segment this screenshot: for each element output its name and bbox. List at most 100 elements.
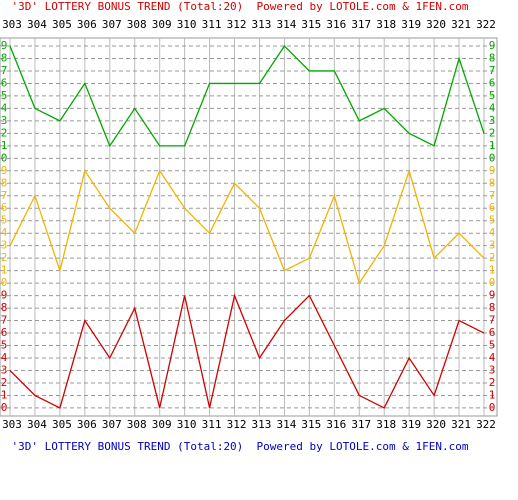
y-tick-label: 2 [489,251,496,264]
y-tick-label: 8 [489,51,496,64]
y-tick-label: 8 [489,301,496,314]
y-tick-label: 3 [489,239,496,252]
y-tick-label: 6 [489,76,496,89]
y-tick-label: 9 [489,39,496,52]
x-tick-label: 314 [276,418,296,431]
y-tick-label: 7 [1,64,8,77]
chart-title: '3D' LOTTERY BONUS TREND (Total:20) Powe… [12,0,469,13]
x-tick-label: 312 [227,18,247,31]
y-tick-label: 8 [1,51,8,64]
x-tick-label: 315 [301,418,321,431]
y-tick-label: 6 [1,326,8,339]
y-tick-label: 0 [1,151,8,164]
x-tick-label: 306 [77,18,97,31]
x-tick-label: 318 [376,418,396,431]
x-tick-label: 305 [52,18,72,31]
y-tick-label: 5 [1,214,8,227]
x-tick-label: 303 [2,418,22,431]
y-tick-label: 1 [489,388,496,401]
y-tick-label: 3 [489,363,496,376]
x-tick-label: 303 [2,18,22,31]
y-tick-label: 2 [1,376,8,389]
x-tick-label: 320 [426,418,446,431]
y-tick-label: 2 [489,126,496,139]
y-tick-label: 1 [489,264,496,277]
y-tick-label: 8 [1,176,8,189]
y-tick-label: 6 [489,201,496,214]
x-tick-label: 310 [177,418,197,431]
x-tick-label: 309 [152,18,172,31]
y-tick-label: 6 [489,326,496,339]
x-tick-label: 321 [451,418,471,431]
y-tick-label: 7 [1,314,8,327]
x-tick-label: 320 [426,18,446,31]
y-tick-label: 3 [489,114,496,127]
x-tick-label: 314 [276,18,296,31]
y-tick-label: 9 [1,289,8,302]
x-tick-label: 322 [476,418,496,431]
plot-border [0,37,498,417]
x-tick-label: 318 [376,18,396,31]
x-tick-label: 311 [202,418,222,431]
x-tick-label: 316 [326,18,346,31]
x-tick-label: 315 [301,18,321,31]
y-tick-label: 4 [489,226,496,239]
y-tick-label: 0 [1,401,8,414]
y-tick-label: 2 [1,251,8,264]
y-tick-label: 5 [1,89,8,102]
y-tick-label: 4 [1,101,8,114]
x-tick-label: 321 [451,18,471,31]
y-tick-label: 1 [1,139,8,152]
chart-footer-title: '3D' LOTTERY BONUS TREND (Total:20) Powe… [12,440,469,453]
y-tick-label: 6 [1,76,8,89]
y-tick-label: 7 [489,314,496,327]
y-tick-label: 3 [1,363,8,376]
x-tick-label: 306 [77,418,97,431]
y-tick-label: 6 [1,201,8,214]
y-tick-label: 1 [1,264,8,277]
y-tick-label: 4 [489,101,496,114]
y-tick-label: 5 [1,339,8,352]
x-tick-label: 316 [326,418,346,431]
x-tick-label: 308 [127,18,147,31]
y-tick-label: 7 [489,189,496,202]
y-tick-label: 9 [1,39,8,52]
trend-line [9,44,485,148]
y-tick-label: 9 [489,289,496,302]
x-tick-label: 313 [252,18,272,31]
x-tick-label: 313 [252,418,272,431]
x-tick-label: 310 [177,18,197,31]
y-tick-label: 0 [1,276,8,289]
x-tick-label: 309 [152,418,172,431]
y-tick-label: 4 [1,226,8,239]
x-tick-label: 317 [351,18,371,31]
y-tick-label: 1 [1,388,8,401]
x-tick-label: 308 [127,418,147,431]
y-tick-label: 5 [489,214,496,227]
y-tick-label: 3 [1,114,8,127]
x-tick-label: 305 [52,418,72,431]
x-tick-label: 304 [27,418,47,431]
x-tick-label: 307 [102,18,122,31]
y-tick-label: 8 [1,301,8,314]
y-tick-label: 1 [489,139,496,152]
y-tick-label: 2 [1,126,8,139]
x-tick-label: 312 [227,418,247,431]
x-tick-label: 319 [401,18,421,31]
y-tick-label: 5 [489,89,496,102]
x-tick-label: 322 [476,18,496,31]
trend-line [9,168,485,285]
y-tick-label: 0 [489,151,496,164]
y-tick-label: 7 [489,64,496,77]
y-tick-label: 9 [489,164,496,177]
y-tick-label: 3 [1,239,8,252]
y-tick-label: 7 [1,189,8,202]
y-tick-label: 4 [1,351,8,364]
x-tick-label: 304 [27,18,47,31]
y-tick-label: 5 [489,339,496,352]
y-tick-label: 0 [489,276,496,289]
y-tick-label: 2 [489,376,496,389]
x-tick-label: 311 [202,18,222,31]
x-tick-label: 317 [351,418,371,431]
